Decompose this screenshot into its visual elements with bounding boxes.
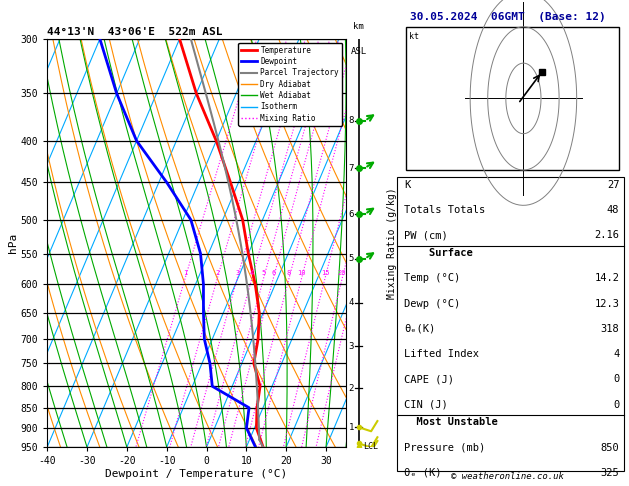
X-axis label: Dewpoint / Temperature (°C): Dewpoint / Temperature (°C) — [106, 469, 287, 479]
Text: 20: 20 — [338, 270, 347, 277]
Text: Surface: Surface — [404, 248, 472, 258]
Text: Dewp (°C): Dewp (°C) — [404, 298, 460, 309]
Text: 318: 318 — [601, 324, 620, 334]
Text: θₑ (K): θₑ (K) — [404, 468, 442, 478]
Text: Lifted Index: Lifted Index — [404, 349, 479, 359]
Text: 10: 10 — [298, 270, 306, 277]
Text: 4: 4 — [348, 298, 353, 307]
Text: 14.2: 14.2 — [594, 273, 620, 283]
Text: 8: 8 — [287, 270, 291, 277]
Text: 3: 3 — [348, 342, 353, 351]
Text: 325: 325 — [601, 468, 620, 478]
Text: © weatheronline.co.uk: © weatheronline.co.uk — [452, 472, 564, 481]
Text: 48: 48 — [607, 205, 620, 215]
Text: θₑ(K): θₑ(K) — [404, 324, 435, 334]
Text: 15: 15 — [321, 270, 329, 277]
Text: ASL: ASL — [350, 47, 367, 56]
Text: Pressure (mb): Pressure (mb) — [404, 443, 485, 452]
Text: km: km — [353, 22, 364, 31]
Legend: Temperature, Dewpoint, Parcel Trajectory, Dry Adiabat, Wet Adiabat, Isotherm, Mi: Temperature, Dewpoint, Parcel Trajectory… — [238, 43, 342, 125]
Text: 8: 8 — [348, 116, 353, 125]
Text: Mixing Ratio (g/kg): Mixing Ratio (g/kg) — [387, 187, 396, 299]
Text: 2.16: 2.16 — [594, 230, 620, 241]
Text: Totals Totals: Totals Totals — [404, 205, 485, 215]
Text: 0: 0 — [613, 399, 620, 410]
Text: kt: kt — [409, 32, 419, 41]
Bar — [406, 27, 620, 170]
Text: LCL: LCL — [364, 442, 378, 451]
Text: 0: 0 — [613, 374, 620, 384]
Text: 3: 3 — [235, 270, 240, 277]
Text: CIN (J): CIN (J) — [404, 399, 448, 410]
Text: Most Unstable: Most Unstable — [404, 417, 498, 427]
Text: K: K — [404, 180, 410, 190]
Text: PW (cm): PW (cm) — [404, 230, 448, 241]
Text: 6: 6 — [271, 270, 276, 277]
Text: 30.05.2024  06GMT  (Base: 12): 30.05.2024 06GMT (Base: 12) — [410, 12, 606, 22]
Text: 7: 7 — [348, 163, 353, 173]
Text: 2: 2 — [348, 383, 353, 393]
Text: 4: 4 — [613, 349, 620, 359]
Text: 4: 4 — [250, 270, 254, 277]
Text: 6: 6 — [348, 209, 353, 219]
Text: 2: 2 — [215, 270, 220, 277]
Text: Temp (°C): Temp (°C) — [404, 273, 460, 283]
Text: 1: 1 — [348, 423, 353, 432]
Text: 5: 5 — [348, 254, 353, 263]
Text: 12.3: 12.3 — [594, 298, 620, 309]
Text: CAPE (J): CAPE (J) — [404, 374, 454, 384]
Text: 44°13'N  43°06'E  522m ASL: 44°13'N 43°06'E 522m ASL — [47, 27, 223, 37]
Text: 27: 27 — [607, 180, 620, 190]
Text: 1: 1 — [183, 270, 187, 277]
Text: 850: 850 — [601, 443, 620, 452]
Text: 5: 5 — [262, 270, 265, 277]
Y-axis label: hPa: hPa — [8, 233, 18, 253]
Bar — [396, 177, 624, 471]
